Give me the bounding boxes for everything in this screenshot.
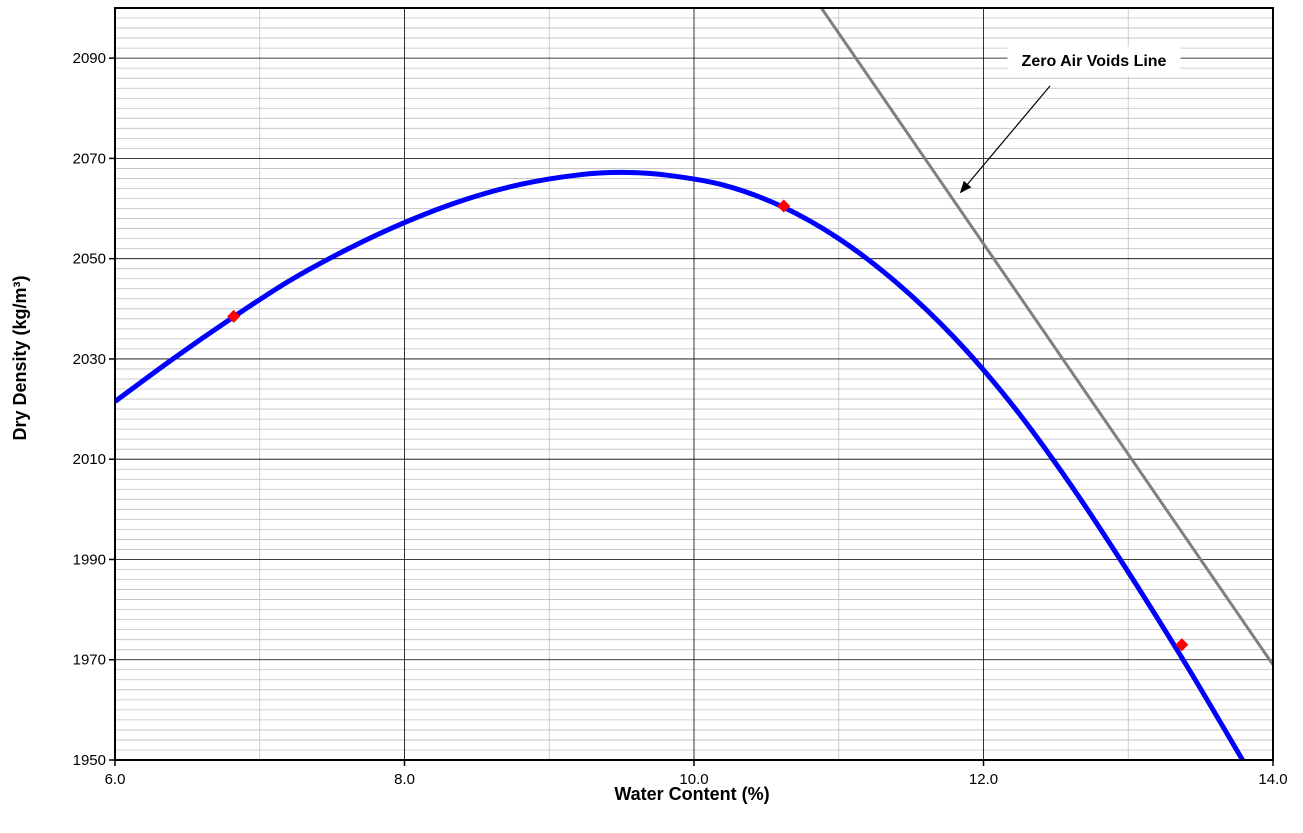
y-tick-label: 2050 xyxy=(73,251,106,268)
x-tick-label: 14.0 xyxy=(1258,771,1287,788)
y-tick-label: 1990 xyxy=(73,551,106,568)
x-tick-label: 6.0 xyxy=(105,771,126,788)
zero-air-voids-line xyxy=(820,8,1273,666)
y-tick-label: 2090 xyxy=(73,50,106,67)
data-point-marker xyxy=(227,309,241,323)
series-layer xyxy=(115,8,1273,760)
annotation-label: Zero Air Voids Line xyxy=(1022,53,1167,70)
x-tick-label: 10.0 xyxy=(679,771,708,788)
annotation-background xyxy=(1007,47,1181,76)
y-tick-label: 1970 xyxy=(73,652,106,669)
y-tick-label: 1950 xyxy=(73,752,106,769)
annotation-arrow xyxy=(959,85,1051,194)
x-axis-title: Water Content (%) xyxy=(614,784,769,804)
major-grid xyxy=(115,8,1273,760)
y-tick-label: 2010 xyxy=(73,451,106,468)
compaction-curve xyxy=(115,169,1246,760)
y-axis-title: Dry Density (kg/m³) xyxy=(10,275,30,440)
x-tick-label: 12.0 xyxy=(969,771,998,788)
x-tick-label: 8.0 xyxy=(394,771,415,788)
data-point-marker xyxy=(1175,638,1189,652)
zero-air-voids-annotation: Zero Air Voids Line xyxy=(959,47,1181,194)
data-point-marker xyxy=(777,199,791,213)
tick-labels: 1950 1970 1990 2010 2030 2050 2070 2090 6.0 8.0 10… xyxy=(73,50,1288,788)
y-tick-label: 2070 xyxy=(73,150,106,167)
y-tick-label: 2030 xyxy=(73,351,106,368)
axis-ticks xyxy=(109,57,1274,766)
